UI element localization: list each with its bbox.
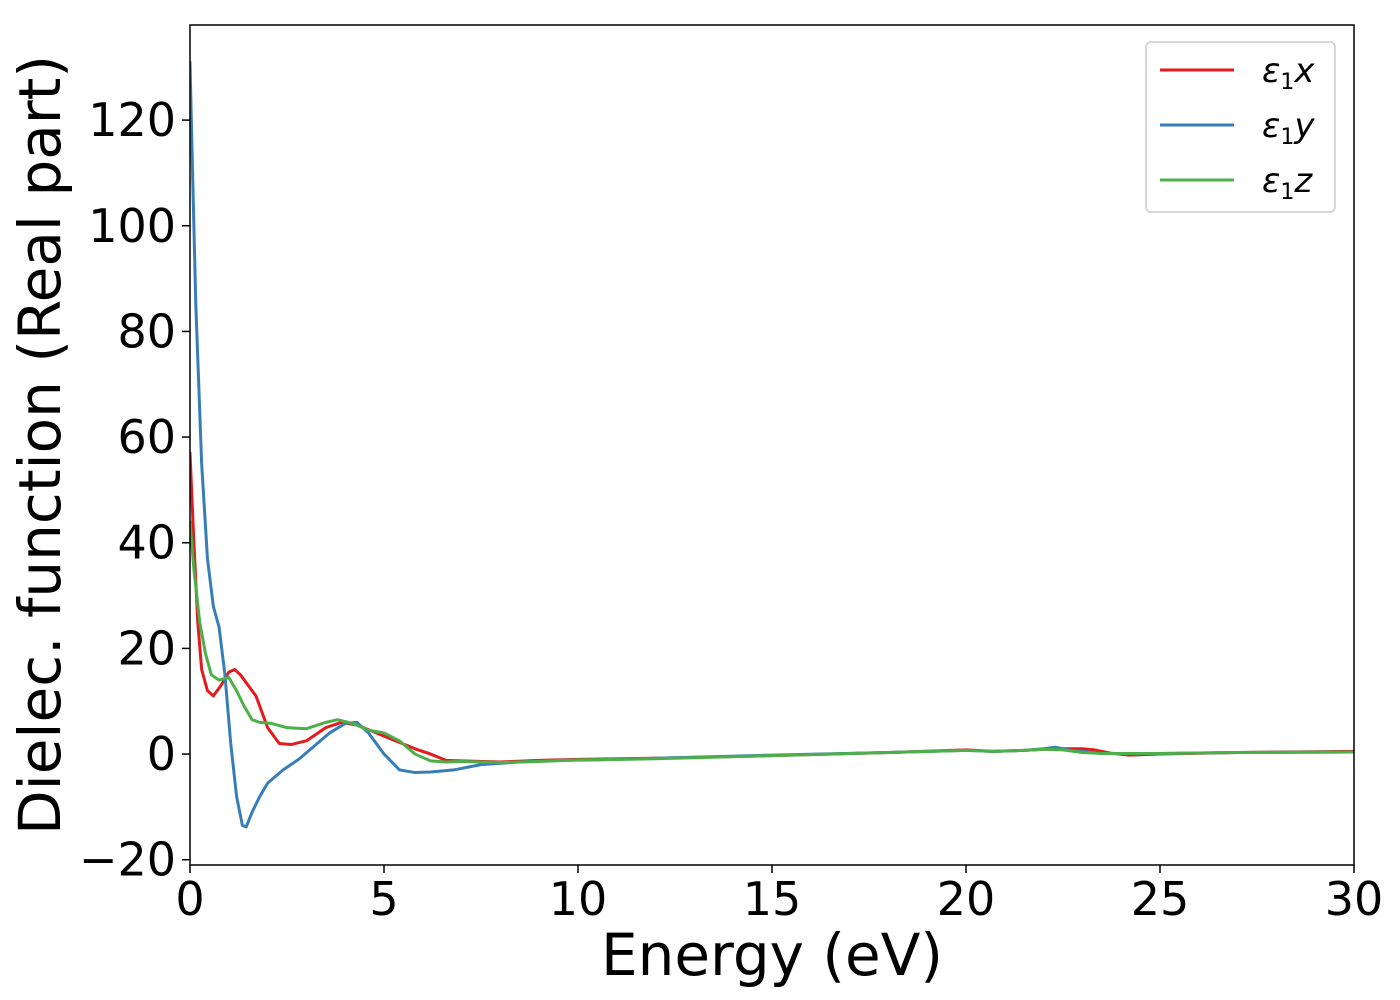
- y-axis-title: Dielec. function (Real part): [6, 55, 74, 835]
- y-axis: −20 0 20 40 60 80 100 120: [79, 93, 190, 887]
- legend-label-z: ε1z: [1262, 161, 1313, 205]
- series-line-z: [190, 520, 1354, 765]
- y-tick-label: 80: [117, 304, 176, 358]
- x-tick-label: 20: [937, 872, 996, 926]
- legend-label-y: ε1y: [1262, 106, 1315, 150]
- x-tick-label: 5: [369, 872, 398, 926]
- y-tick-label: 40: [117, 516, 176, 570]
- y-tick-label: 20: [117, 621, 176, 675]
- x-tick-label: 10: [549, 872, 608, 926]
- x-axis: 0 5 10 15 20 25 30: [175, 865, 1383, 926]
- y-tick-label: 120: [88, 93, 176, 147]
- x-tick-label: 25: [1131, 872, 1190, 926]
- legend-box: [1145, 41, 1336, 213]
- x-tick-label: 30: [1325, 872, 1384, 926]
- y-tick-label: −20: [79, 833, 176, 887]
- x-tick-label: 0: [175, 872, 204, 926]
- x-axis-title: Energy (eV): [601, 921, 943, 989]
- y-tick-label: 60: [117, 410, 176, 464]
- y-tick-label: 0: [147, 727, 176, 781]
- series-layer: [190, 60, 1354, 829]
- series-line-x: [190, 451, 1354, 764]
- legend: ε1x ε1y ε1z: [1145, 41, 1336, 213]
- y-tick-label: 100: [88, 199, 176, 253]
- legend-label-x: ε1x: [1262, 51, 1315, 95]
- x-tick-label: 15: [743, 872, 802, 926]
